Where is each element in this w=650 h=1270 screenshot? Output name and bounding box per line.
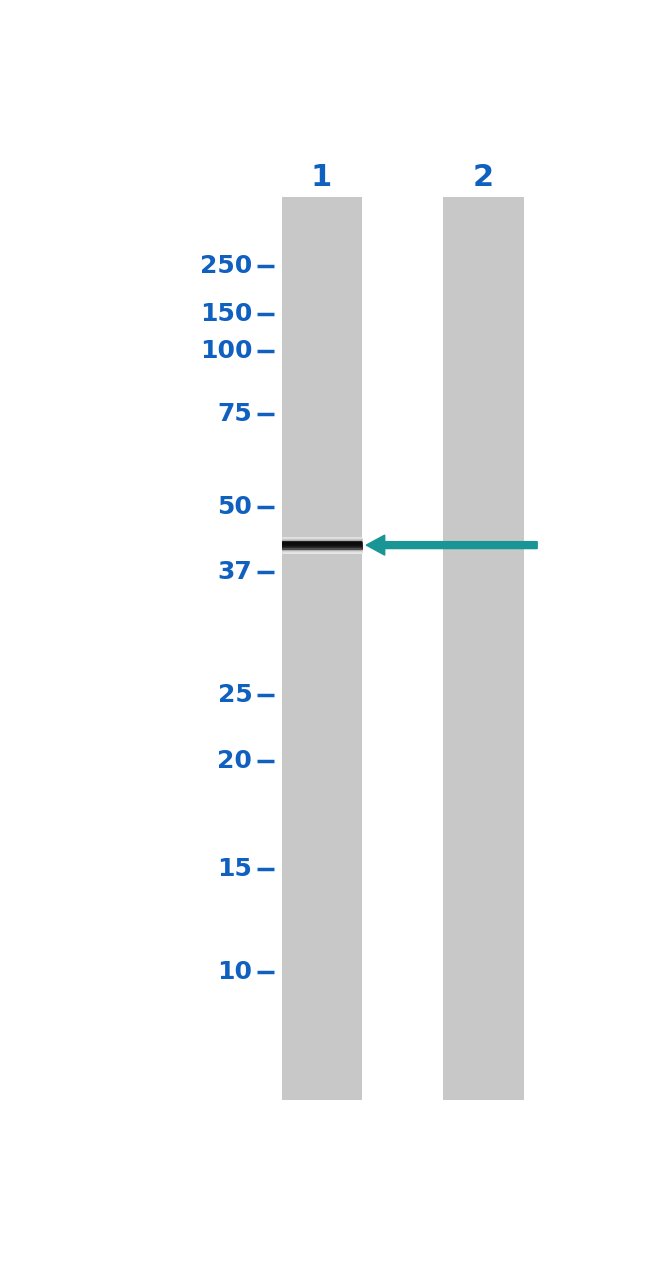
Text: 25: 25	[218, 683, 252, 707]
Text: 50: 50	[217, 494, 252, 518]
Text: 150: 150	[200, 302, 252, 326]
Text: 20: 20	[217, 749, 252, 772]
Bar	[443, 197, 524, 1100]
Text: 37: 37	[218, 560, 252, 584]
Text: 15: 15	[217, 856, 252, 880]
Text: 2: 2	[473, 163, 494, 192]
Text: 10: 10	[217, 960, 252, 984]
FancyArrow shape	[366, 535, 537, 555]
Text: 250: 250	[200, 254, 252, 278]
Text: 75: 75	[218, 403, 252, 427]
Bar	[281, 197, 363, 1100]
Text: 1: 1	[311, 163, 332, 192]
Text: 100: 100	[200, 339, 252, 363]
